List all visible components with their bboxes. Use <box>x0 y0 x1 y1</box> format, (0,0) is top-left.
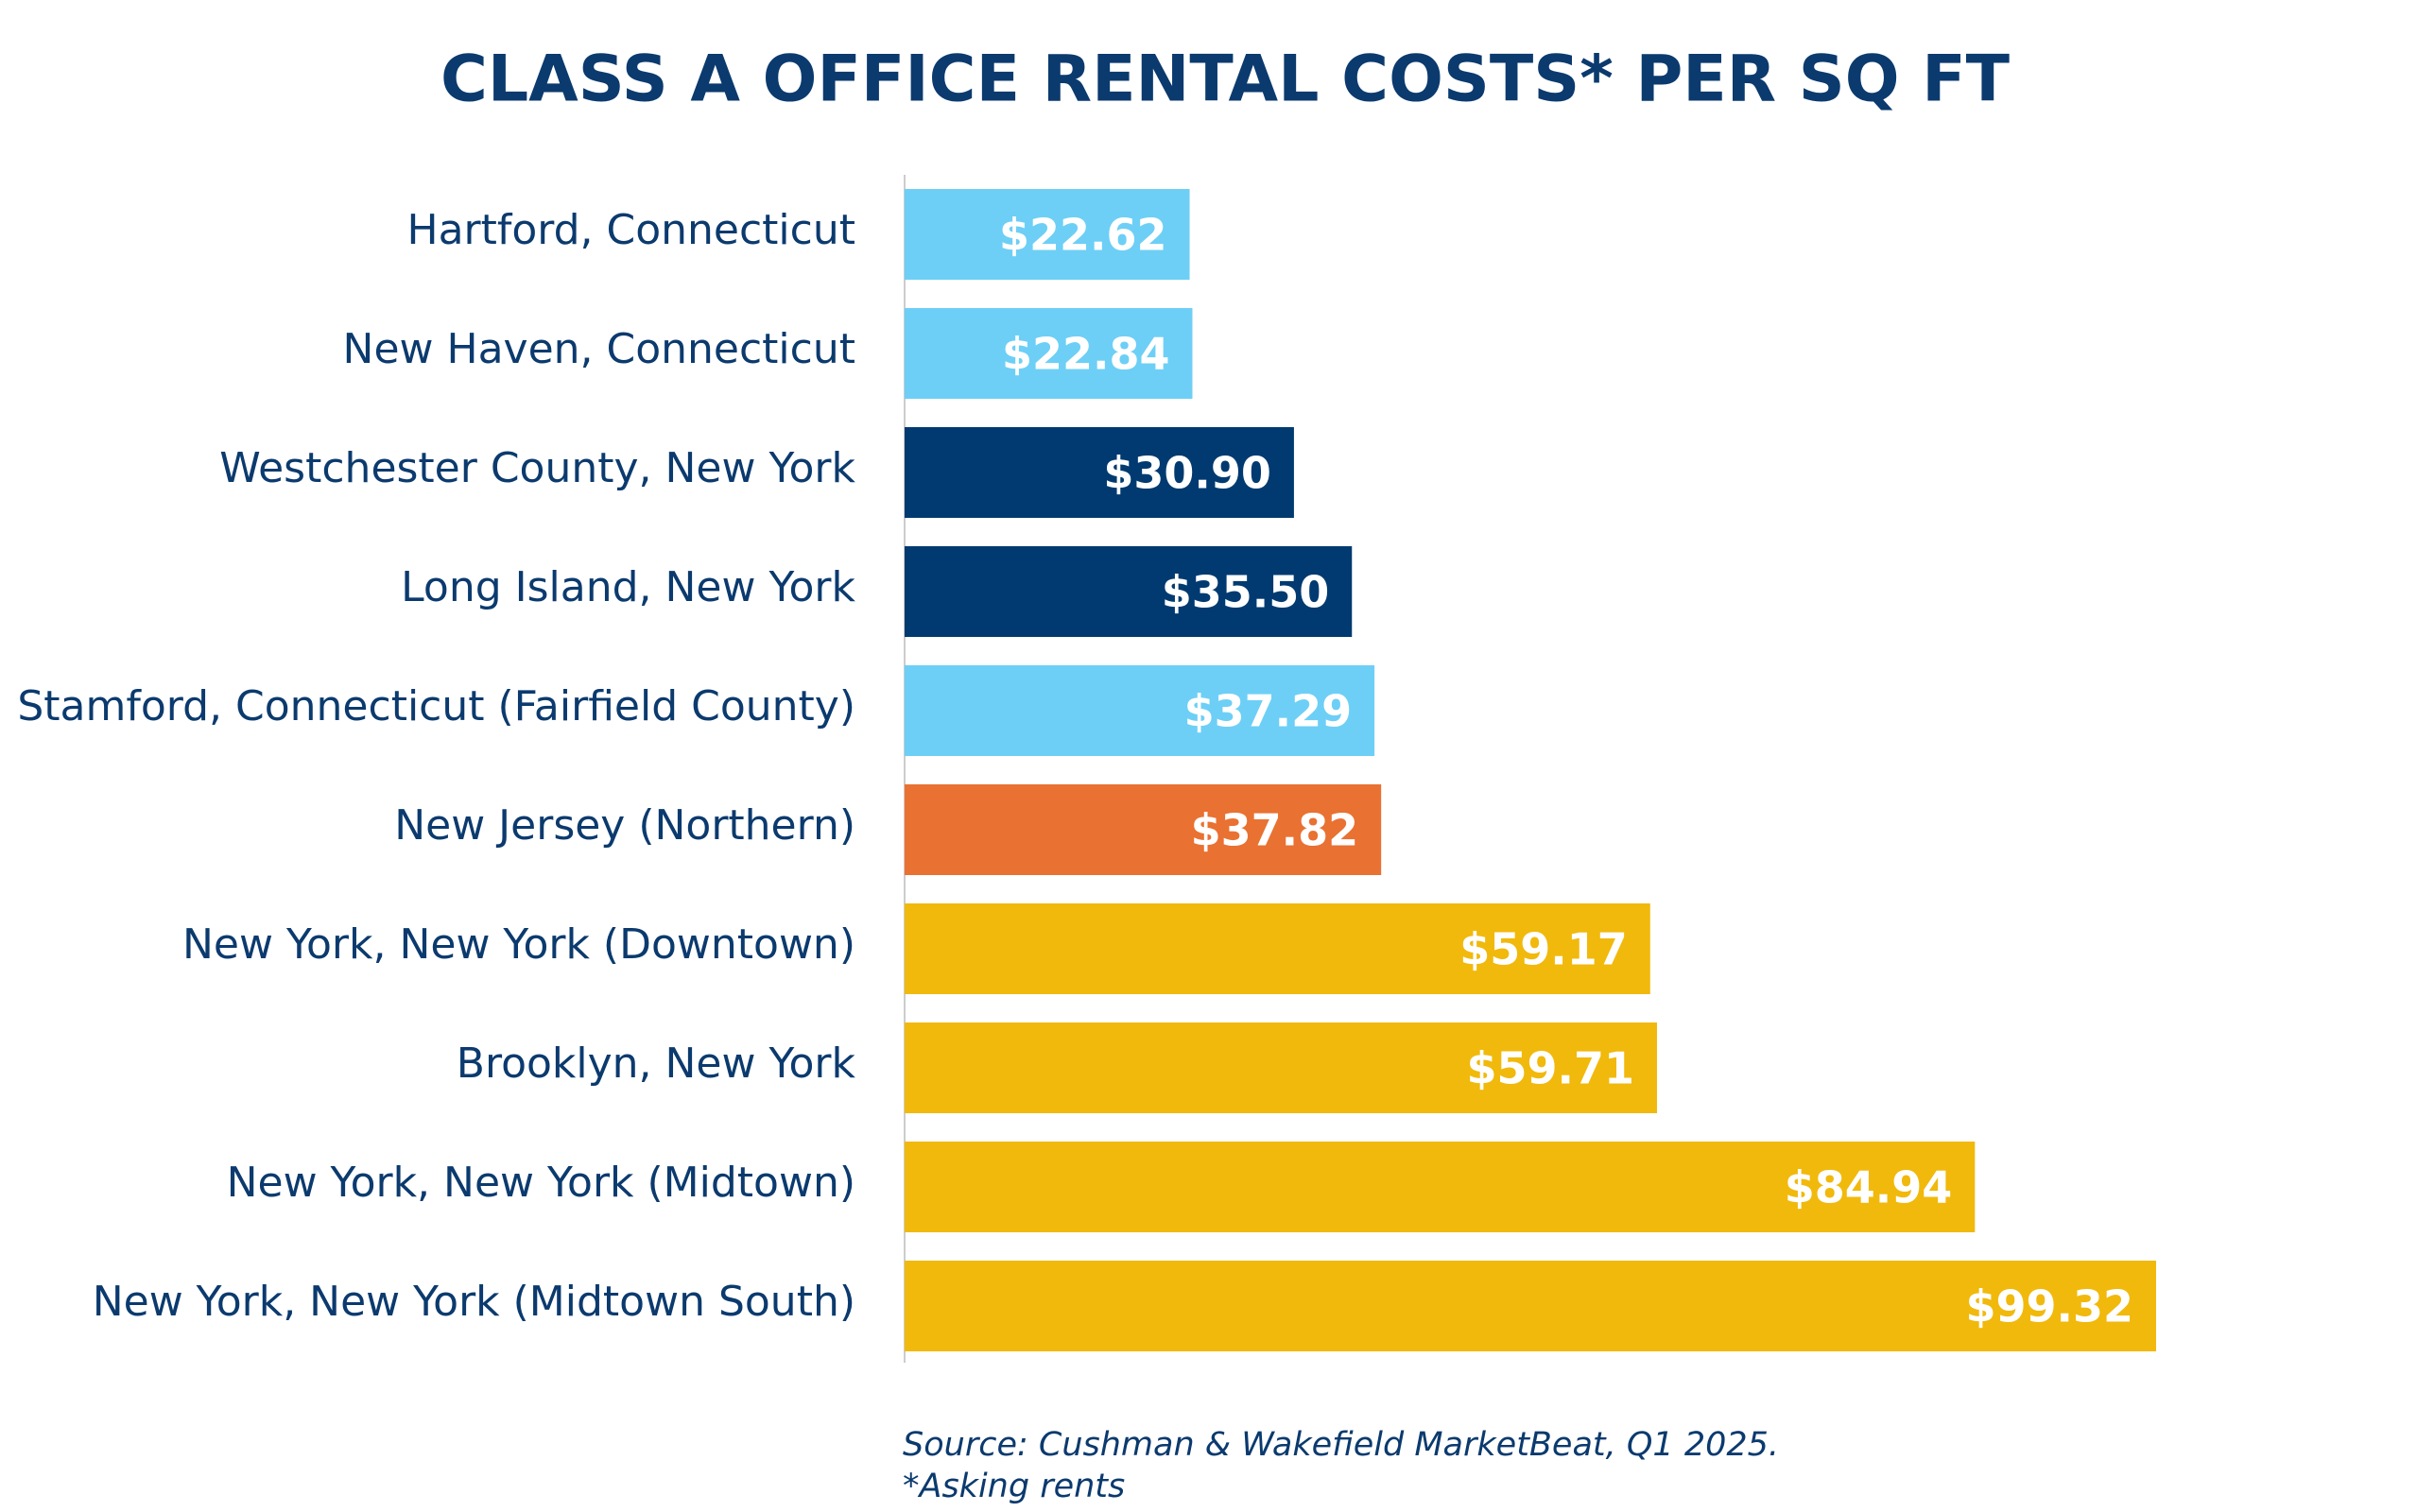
category-label: New York, New York (Midtown) <box>227 1159 855 1207</box>
category-label: New Jersey (Northern) <box>394 801 855 850</box>
category-label: New York, New York (Downtown) <box>182 920 855 969</box>
bar <box>905 903 1650 994</box>
bar <box>905 665 1375 756</box>
category-label: New York, New York (Midtown South) <box>93 1278 855 1326</box>
value-label: $35.50 <box>1162 567 1330 618</box>
bar <box>905 427 1294 518</box>
value-label: $84.94 <box>1785 1162 1953 1213</box>
value-label: $22.84 <box>1002 329 1170 380</box>
value-label: $22.62 <box>999 210 1167 261</box>
note: *Asking rents <box>903 1468 1125 1505</box>
category-label: Long Island, New York <box>401 563 855 611</box>
value-label: $37.29 <box>1184 686 1353 737</box>
value-label: $59.71 <box>1466 1043 1634 1094</box>
bar <box>905 189 1190 280</box>
source: Source: Cushman & Wakefield MarketBeat, … <box>903 1426 1779 1464</box>
category-label: Stamford, Connecticut (Fairfield County) <box>17 682 855 730</box>
category-label: Hartford, Connecticut <box>406 206 855 254</box>
bar <box>905 784 1382 875</box>
value-label: $99.32 <box>1965 1281 2133 1332</box>
category-label: Brooklyn, New York <box>457 1040 856 1088</box>
bar <box>905 546 1353 637</box>
bar <box>905 308 1193 399</box>
value-label: $59.17 <box>1459 924 1628 975</box>
bar <box>905 1261 2156 1351</box>
bar <box>905 1142 1976 1232</box>
chart-title: CLASS A OFFICE RENTAL COSTS* PER SQ FT <box>440 43 2011 117</box>
value-label: $37.82 <box>1191 805 1359 856</box>
bar <box>905 1022 1657 1113</box>
category-label: Westchester County, New York <box>219 444 855 492</box>
category-label: New Haven, Connecticut <box>343 325 855 373</box>
value-label: $30.90 <box>1103 448 1271 499</box>
